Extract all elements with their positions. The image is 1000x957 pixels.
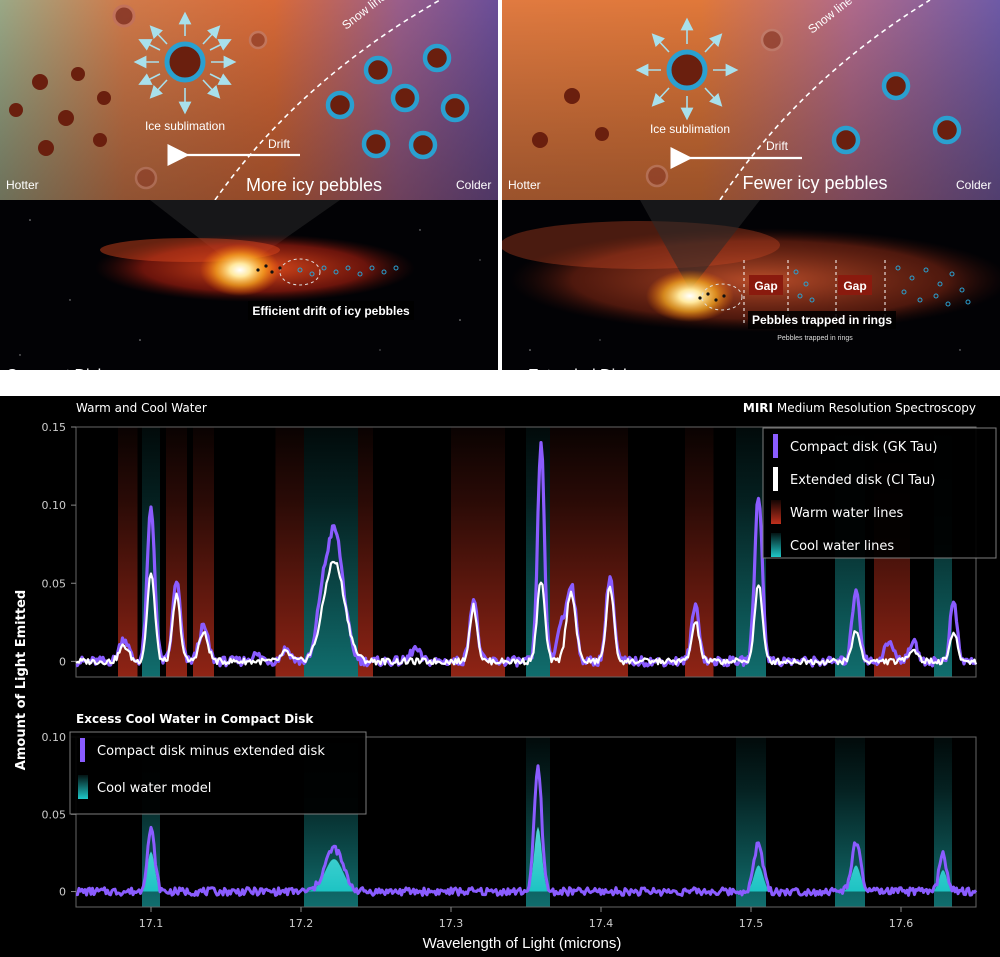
cool-water-band bbox=[304, 427, 358, 677]
inner-pebbles bbox=[698, 292, 726, 302]
y-tick-label: 0.10 bbox=[42, 731, 67, 744]
central-star bbox=[200, 244, 280, 296]
snow-line bbox=[719, 0, 931, 201]
pebble-headline: More icy pebbles bbox=[246, 175, 382, 195]
chart-legend: Compact disk (GK Tau) Extended disk (CI T… bbox=[762, 427, 997, 559]
x-tick-label: 17.1 bbox=[139, 917, 164, 930]
y-tick-label: 0.10 bbox=[42, 499, 67, 512]
y-axis-label: Amount of Light Emitted bbox=[14, 590, 29, 770]
legend-swatch bbox=[773, 434, 778, 458]
warm-water-band bbox=[118, 427, 138, 677]
sublimating-pebble bbox=[635, 17, 739, 121]
sublimating-pebble bbox=[133, 11, 237, 115]
drift-label: Drift bbox=[766, 139, 789, 153]
spectroscopy-label: Medium Resolution Spectroscopy bbox=[777, 401, 976, 415]
icy-pebbles bbox=[325, 43, 470, 160]
x-tick-label: 17.4 bbox=[589, 917, 614, 930]
legend-entry: Compact disk (GK Tau) bbox=[790, 440, 937, 455]
y-tick-label: 0.15 bbox=[42, 421, 67, 434]
y-tick-label: 0.05 bbox=[42, 808, 67, 821]
small-ice-pebbles bbox=[645, 28, 784, 188]
x-axis-label: Wavelength of Light (microns) bbox=[423, 935, 622, 952]
icy-pebbles bbox=[831, 71, 962, 155]
pebbles-trapped-caption: Pebbles trapped in rings bbox=[752, 313, 892, 327]
spectra-charts: Warm and Cool Water MIRI Medium Resoluti… bbox=[14, 401, 997, 952]
colder-label: Colder bbox=[956, 178, 991, 192]
ice-sublimation-label: Ice sublimation bbox=[145, 119, 225, 133]
chart-legend: Compact disk minus extended disk Cool wat… bbox=[69, 731, 367, 815]
hotter-label: Hotter bbox=[508, 178, 541, 192]
zoom-wedge bbox=[640, 200, 760, 290]
legend-swatch bbox=[771, 500, 781, 524]
snow-line bbox=[214, 0, 441, 201]
legend-entry: Cool water lines bbox=[790, 539, 894, 554]
legend-swatch bbox=[771, 533, 781, 557]
ice-sublimation-label: Ice sublimation bbox=[650, 122, 730, 136]
trapped-icy-pebbles bbox=[793, 265, 971, 307]
x-tick-label: 17.6 bbox=[889, 917, 914, 930]
x-tick-label: 17.5 bbox=[739, 917, 764, 930]
warm-water-band bbox=[193, 427, 214, 677]
miri-label: MIRI bbox=[743, 401, 773, 415]
y-tick-label: 0 bbox=[59, 655, 66, 668]
chart2-title: Excess Cool Water in Compact Disk bbox=[76, 712, 314, 726]
compact-disk-label: Compact Disk bbox=[6, 367, 107, 384]
gap-label-2: Gap bbox=[843, 279, 866, 293]
x-tick-label: 17.3 bbox=[439, 917, 464, 930]
small-ice-pebbles bbox=[112, 4, 268, 190]
extended-disk-series bbox=[75, 560, 978, 666]
legend-entry: Warm water lines bbox=[790, 506, 904, 521]
legend-swatch bbox=[80, 738, 85, 762]
y-tick-label: 0 bbox=[59, 886, 66, 899]
panel-divider bbox=[498, 0, 502, 370]
colder-label: Colder bbox=[456, 178, 491, 192]
warm-water-band bbox=[358, 427, 373, 677]
x-tick-label: 17.2 bbox=[289, 917, 314, 930]
legend-entry: Cool water model bbox=[97, 781, 211, 796]
drift-label: Drift bbox=[268, 137, 291, 151]
pebbles-trapped-small-caption: Pebbles trapped in rings bbox=[777, 335, 853, 342]
extended-disk-illustration: Snow line Ice sublimation bbox=[502, 0, 1000, 384]
figure-separator bbox=[0, 370, 1000, 396]
hotter-label: Hotter bbox=[6, 178, 39, 192]
gap-label-1: Gap bbox=[754, 279, 777, 293]
warm-water-band bbox=[275, 427, 304, 677]
efficient-drift-caption: Efficient drift of icy pebbles bbox=[252, 304, 410, 318]
chart1-subtitle: MIRI Medium Resolution Spectroscopy bbox=[743, 401, 976, 415]
y-tick-label: 0.05 bbox=[42, 577, 67, 590]
plot-frame bbox=[75, 736, 977, 908]
compact-disk-illustration: Snow line bbox=[0, 0, 498, 384]
inner-pebbles bbox=[256, 264, 282, 274]
background-stars bbox=[529, 339, 961, 351]
compact-minus-extended-series bbox=[75, 764, 978, 897]
legend-swatch bbox=[78, 775, 88, 799]
central-star bbox=[646, 270, 734, 322]
rocky-pebbles bbox=[9, 67, 111, 156]
legend-swatch bbox=[773, 467, 778, 491]
chart1-title: Warm and Cool Water bbox=[76, 401, 207, 415]
background-stars bbox=[19, 219, 481, 356]
drifting-icy-pebbles bbox=[297, 265, 399, 277]
legend-entry: Compact disk minus extended disk bbox=[97, 744, 325, 759]
pebble-headline: Fewer icy pebbles bbox=[742, 173, 887, 193]
extended-disk-label: Extended Disk bbox=[528, 367, 632, 384]
legend-entry: Extended disk (CI Tau) bbox=[790, 473, 935, 488]
rocky-pebbles bbox=[532, 88, 609, 148]
